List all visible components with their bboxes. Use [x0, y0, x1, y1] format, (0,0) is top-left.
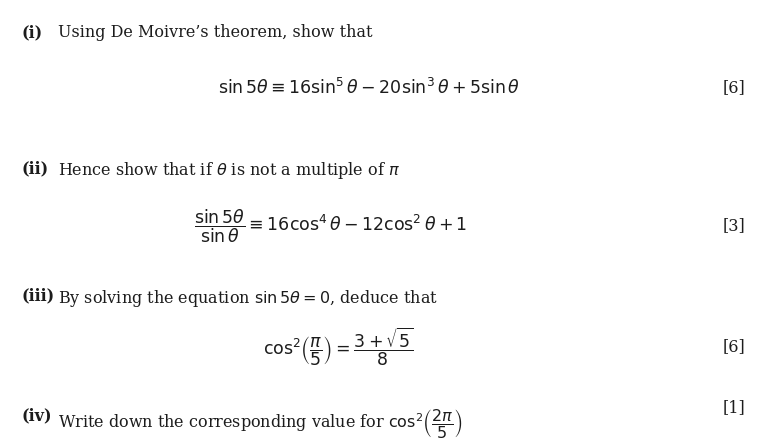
Text: (iii): (iii) [22, 287, 55, 304]
Text: By solving the equation $\sin 5\theta = 0$, deduce that: By solving the equation $\sin 5\theta = … [58, 287, 438, 308]
Text: Hence show that if $\theta$ is not a multiple of $\pi$: Hence show that if $\theta$ is not a mul… [58, 160, 399, 181]
Text: (ii): (ii) [22, 160, 48, 177]
Text: $\cos^2\!\left(\dfrac{\pi}{5}\right) = \dfrac{3 + \sqrt{5}}{8}$: $\cos^2\!\left(\dfrac{\pi}{5}\right) = \… [263, 325, 413, 367]
Text: Using De Moivre’s theorem, show that: Using De Moivre’s theorem, show that [58, 24, 372, 41]
Text: $\dfrac{\sin 5\theta}{\sin \theta} \equiv 16 \cos^4 \theta - 12 \cos^2 \theta + : $\dfrac{\sin 5\theta}{\sin \theta} \equi… [194, 207, 467, 244]
Text: [1]: [1] [722, 398, 745, 415]
Text: (i): (i) [22, 24, 43, 41]
Text: (iv): (iv) [22, 406, 52, 424]
Text: [3]: [3] [722, 217, 745, 234]
Text: [6]: [6] [722, 338, 745, 354]
Text: Write down the corresponding value for $\cos^2\!\left(\dfrac{2\pi}{5}\right)$: Write down the corresponding value for $… [58, 406, 462, 438]
Text: [6]: [6] [722, 79, 745, 96]
Text: $\sin 5\theta \equiv 16 \sin^5 \theta - 20 \sin^3 \theta + 5 \sin \theta$: $\sin 5\theta \equiv 16 \sin^5 \theta - … [217, 78, 520, 98]
